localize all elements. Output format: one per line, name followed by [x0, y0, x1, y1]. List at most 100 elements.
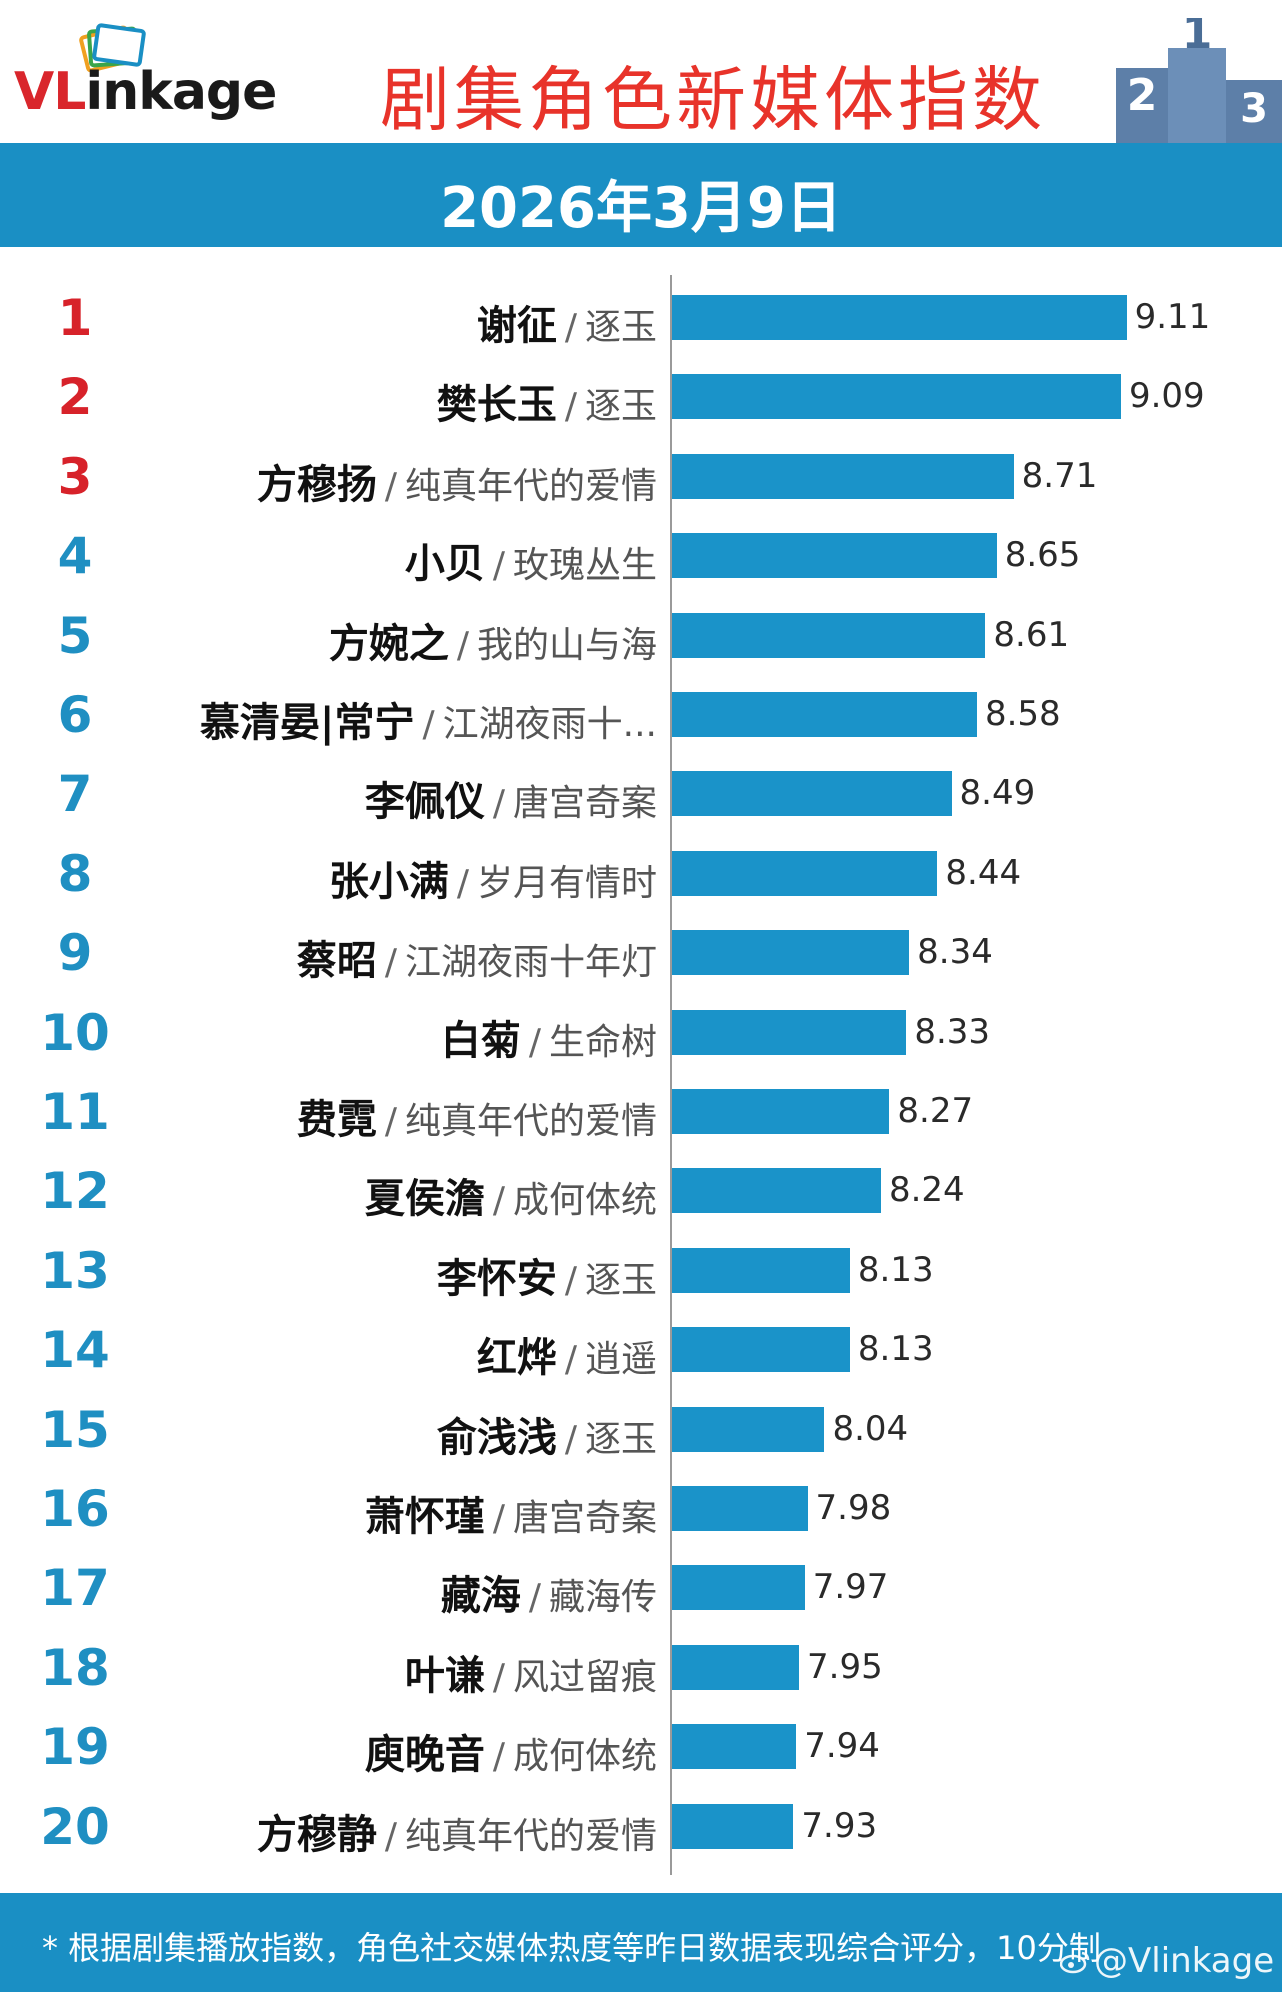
row-label: 方穆扬 / 纯真年代的爱情: [257, 452, 657, 510]
show-title: 成何体统: [512, 1180, 657, 1222]
show-title: 风过留痕: [512, 1656, 657, 1698]
value-label: 8.49: [959, 773, 1036, 814]
label-separator: /: [492, 783, 505, 825]
value-bar: [672, 612, 986, 658]
value-bar: [672, 1724, 797, 1770]
footer-note: * 根据剧集播放指数，角色社交媒体热度等昨日数据表现综合评分，10分制: [42, 1929, 1101, 1967]
show-title: 逐玉: [584, 386, 657, 428]
show-title: 江湖夜雨十年灯: [404, 942, 657, 984]
label-separator: /: [528, 1021, 541, 1063]
row-label: 李怀安 / 逐玉: [437, 1246, 657, 1304]
value-label: 8.44: [945, 852, 1022, 893]
value-label: 7.94: [804, 1726, 880, 1767]
row-label: 方婉之 / 我的山与海: [329, 611, 657, 669]
ranking-row: 19 庾晚音 / 成何体统 7.94: [0, 1706, 1282, 1785]
row-label: 费霓 / 纯真年代的爱情: [297, 1087, 657, 1145]
row-label: 方穆静 / 纯真年代的爱情: [257, 1802, 657, 1860]
rank-number: 7: [57, 765, 93, 824]
character-name: 费霓: [296, 1097, 377, 1143]
rank-number: 15: [40, 1400, 110, 1459]
ranking-row: 4 小贝 / 玫瑰丛生 8.65: [0, 515, 1282, 594]
value-label: 7.98: [815, 1488, 892, 1528]
character-name: 白菊: [440, 1017, 521, 1064]
row-label: 夏侯澹 / 成何体统: [365, 1166, 657, 1224]
value-label: 9.09: [1128, 376, 1205, 417]
label-separator: /: [492, 1656, 505, 1698]
rank-number: 8: [57, 844, 93, 903]
value-label: 9.11: [1134, 297, 1211, 337]
character-name: 小贝: [404, 541, 485, 588]
label-separator: /: [456, 862, 469, 904]
footer: * 根据剧集播放指数，角色社交媒体热度等昨日数据表现综合评分，10分制 @Vli…: [0, 1893, 1282, 1992]
value-label: 7.97: [812, 1567, 889, 1608]
row-label: 藏海 / 藏海传: [441, 1563, 657, 1621]
row-label: 谢征 / 逐玉: [477, 293, 657, 351]
date-banner: 2026年3月9日: [0, 143, 1282, 247]
show-title: 纯真年代的爱情: [404, 1101, 657, 1142]
ranking-row: 11 费霓 / 纯真年代的爱情 8.27: [0, 1071, 1282, 1150]
rank-number: 11: [40, 1083, 110, 1141]
ranking-row: 16 萧怀瑾 / 唐宫奇案 7.98: [0, 1468, 1282, 1547]
show-title: 逐玉: [584, 1418, 657, 1460]
row-label: 庾晚音 / 成何体统: [365, 1722, 657, 1780]
character-name: 慕清晏|常宁: [199, 700, 415, 746]
row-label: 小贝 / 玫瑰丛生: [405, 531, 657, 589]
ranking-row: 7 李佩仪 / 唐宫奇案 8.49: [0, 753, 1282, 832]
rank-number: 13: [40, 1241, 110, 1300]
show-title: 唐宫奇案: [512, 783, 657, 825]
value-label: 8.04: [832, 1408, 909, 1449]
show-title: 逐玉: [584, 1259, 657, 1301]
ranking-row: 5 方婉之 / 我的山与海 8.61: [0, 595, 1282, 674]
rank-number: 10: [40, 1003, 110, 1062]
value-bar: [672, 1803, 794, 1849]
rank-number: 5: [57, 606, 93, 665]
value-bar: [672, 850, 938, 896]
character-name: 红烨: [476, 1335, 557, 1382]
ranking-chart: 1 谢征 / 逐玉 9.11 2 樊长玉 / 逐玉 9.09 3 方穆扬 / 纯真年代的爱情 8.71 4 小贝…: [0, 247, 1282, 1887]
label-separator: /: [384, 1101, 397, 1142]
ranking-row: 10 白菊 / 生命树 8.33: [0, 992, 1282, 1071]
watermark-text: @Vlinkage: [1094, 1941, 1275, 1981]
ranking-row: 20 方穆静 / 纯真年代的爱情 7.93: [0, 1786, 1282, 1865]
value-label: 8.71: [1021, 455, 1098, 496]
value-bar: [672, 692, 977, 737]
cards-logo-icon: [79, 23, 146, 73]
value-label: 8.33: [914, 1011, 991, 1052]
date-label: 2026年3月9日: [440, 176, 842, 241]
vlinkage-logo: VLinkage: [14, 20, 284, 130]
character-name: 叶谦: [404, 1652, 485, 1699]
character-name: 庾晚音: [364, 1732, 485, 1779]
row-label: 白菊 / 生命树: [441, 1008, 657, 1066]
label-separator: /: [384, 465, 397, 507]
svg-text:3: 3: [1240, 86, 1268, 132]
value-bar: [672, 1406, 825, 1452]
row-label: 红烨 / 逍遥: [477, 1325, 657, 1383]
row-label: 蔡昭 / 江湖夜雨十年灯: [297, 928, 657, 986]
row-label: 樊长玉 / 逐玉: [437, 372, 657, 430]
ranking-row: 17 藏海 / 藏海传 7.97: [0, 1547, 1282, 1626]
show-title: 唐宫奇案: [512, 1498, 657, 1539]
header: VLinkage 剧集角色新媒体指数 2 1 3: [0, 0, 1282, 143]
label-separator: /: [564, 386, 577, 428]
show-title: 纯真年代的爱情: [404, 465, 657, 507]
label-separator: /: [492, 1736, 505, 1778]
ranking-row: 8 张小满 / 岁月有情时 8.44: [0, 833, 1282, 912]
character-name: 方穆扬: [256, 461, 377, 508]
value-label: 7.93: [801, 1805, 878, 1846]
label-separator: /: [564, 1339, 577, 1381]
rank-number: 19: [40, 1718, 110, 1777]
row-label: 慕清晏|常宁 / 江湖夜雨十...: [200, 690, 657, 748]
value-bar: [672, 1089, 890, 1134]
label-separator: /: [528, 1577, 541, 1619]
ranking-row: 3 方穆扬 / 纯真年代的爱情 8.71: [0, 436, 1282, 515]
show-title: 岁月有情时: [476, 862, 657, 904]
label-separator: /: [492, 545, 505, 587]
label-separator: /: [492, 1180, 505, 1222]
character-name: 李佩仪: [364, 779, 485, 826]
row-label: 张小满 / 岁月有情时: [329, 849, 657, 907]
character-name: 萧怀瑾: [364, 1494, 485, 1540]
rank-number: 12: [40, 1162, 110, 1221]
show-title: 成何体统: [512, 1736, 657, 1778]
ranking-row: 18 叶谦 / 风过留痕 7.95: [0, 1627, 1282, 1706]
character-name: 方穆静: [256, 1811, 377, 1858]
